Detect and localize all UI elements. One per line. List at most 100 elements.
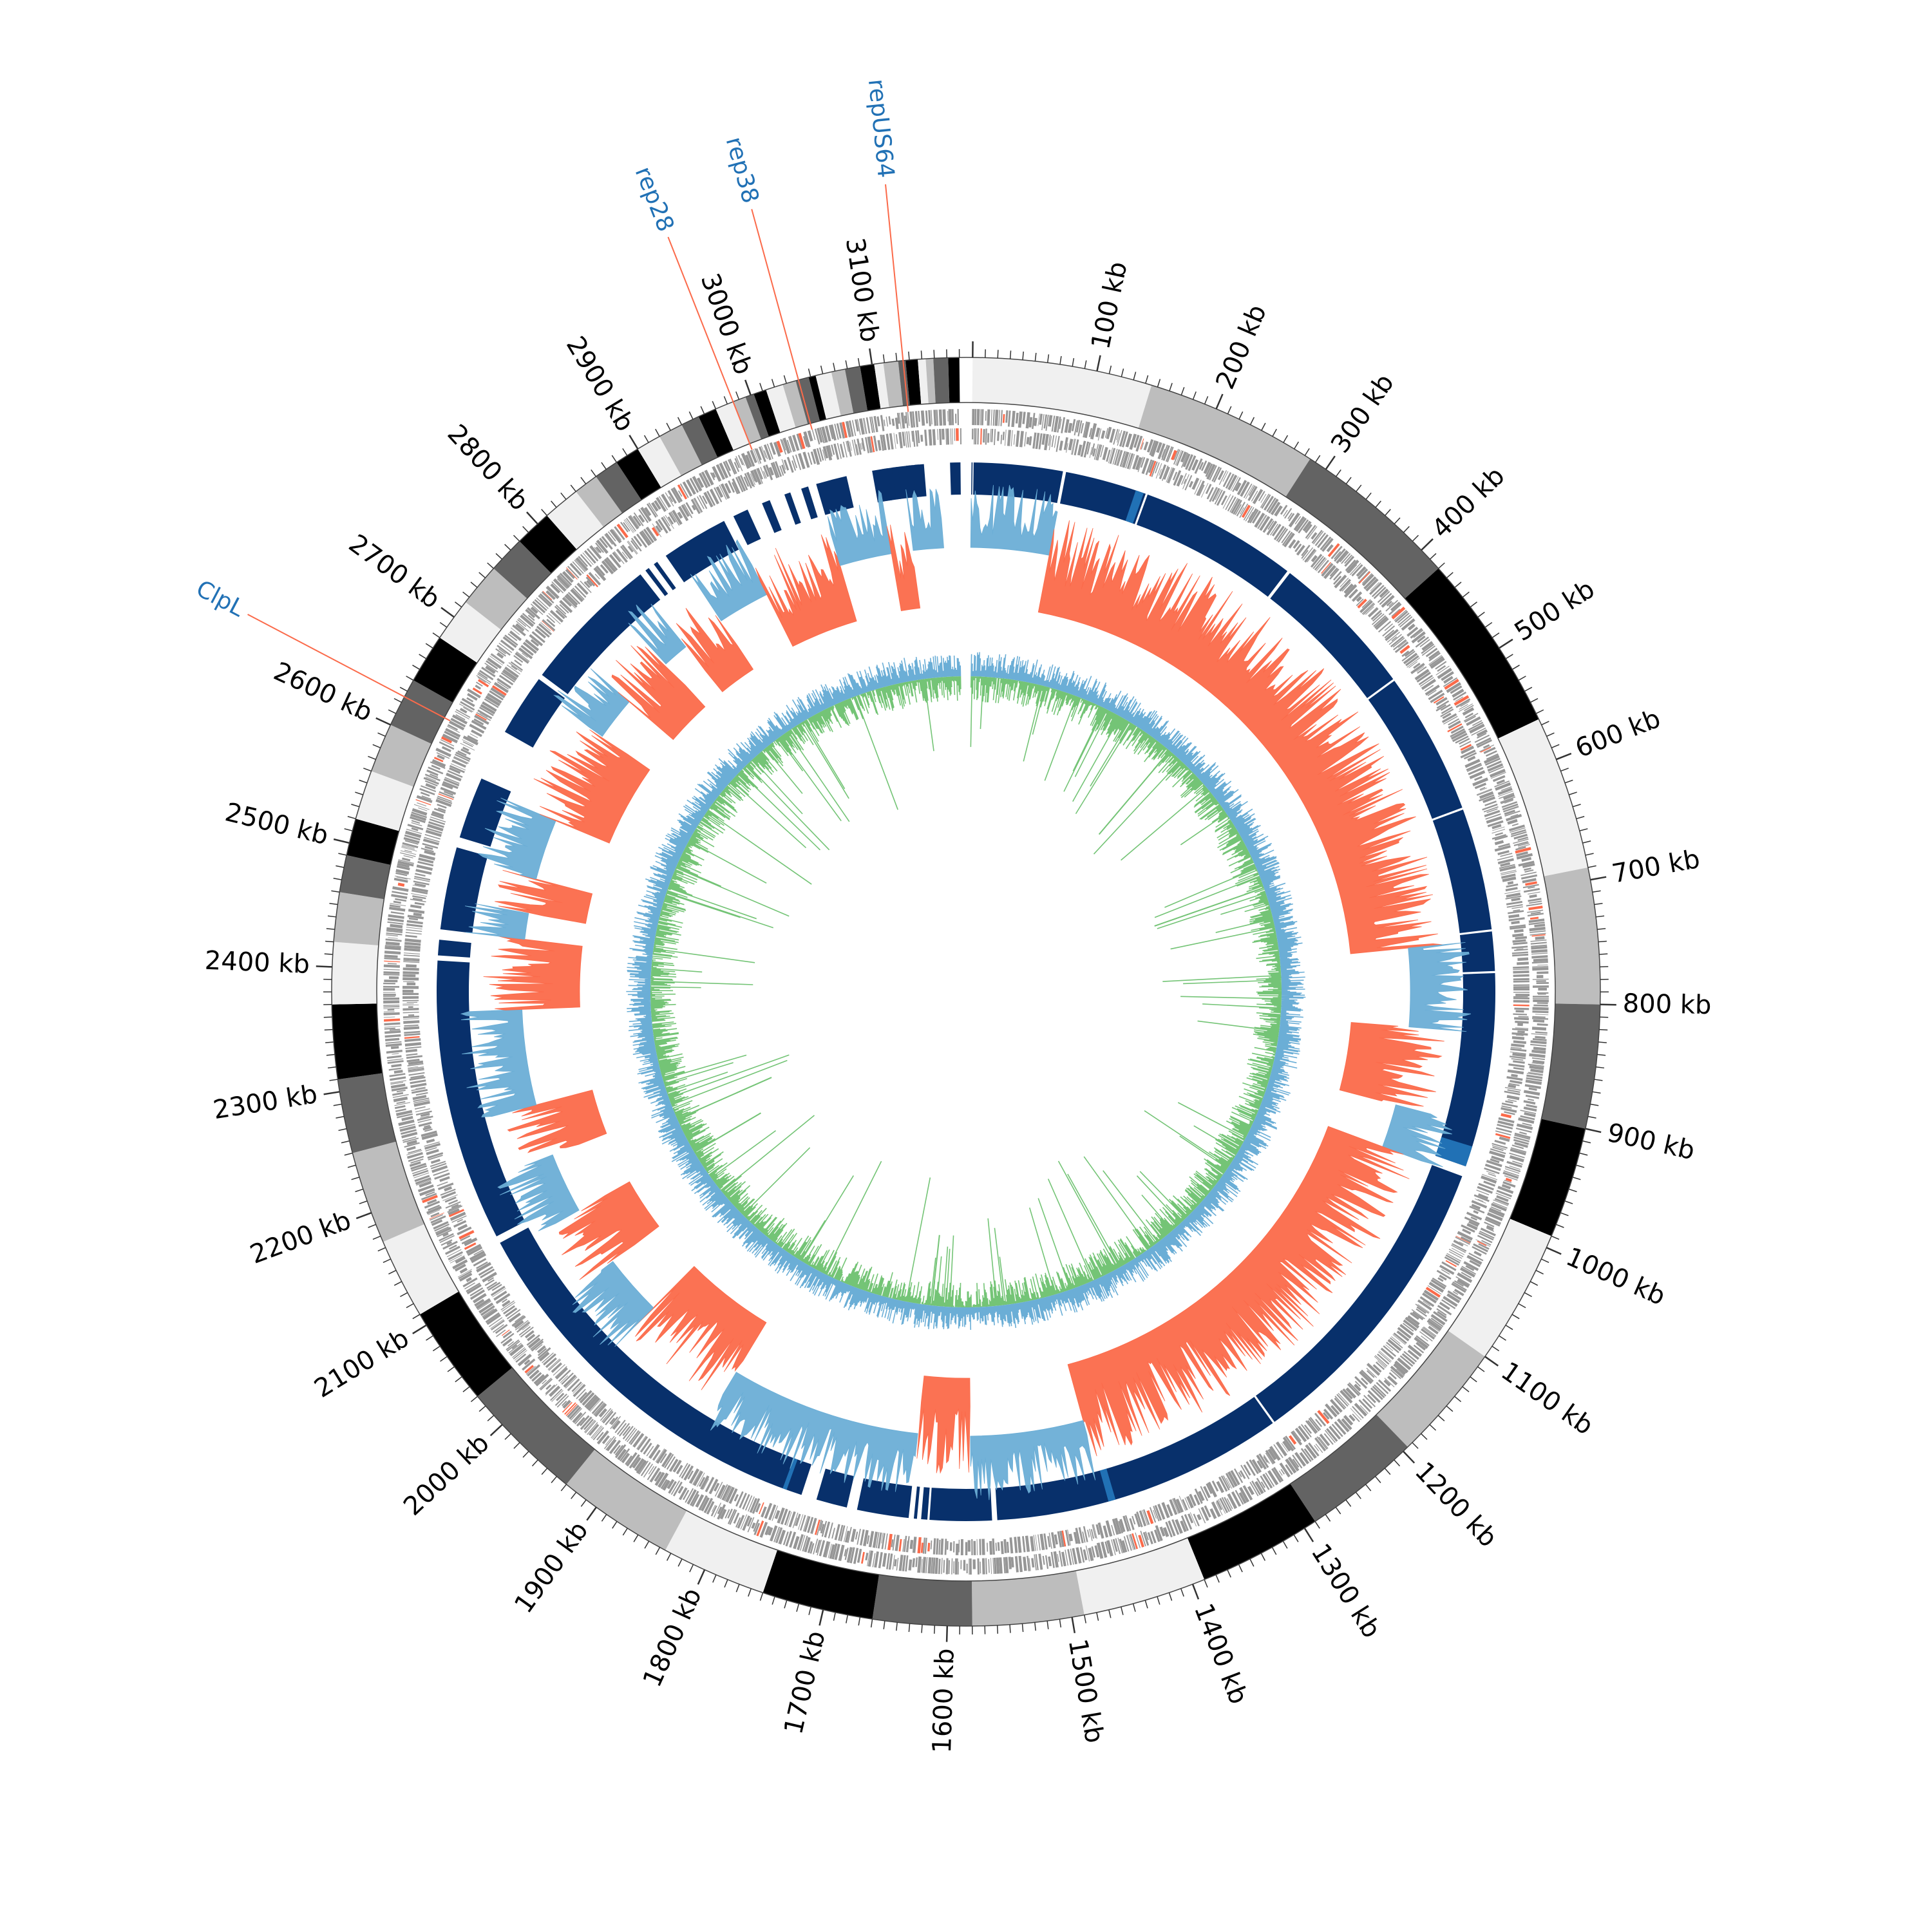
cds-feature: [1209, 487, 1218, 502]
cds-feature: [1462, 707, 1475, 716]
cds-feature: [620, 545, 632, 560]
cds-feature: [1413, 662, 1421, 669]
cds-feature: [844, 1548, 849, 1560]
cds-feature: [417, 1115, 433, 1121]
cds-feature: [1531, 1033, 1548, 1036]
minor-tick: [327, 1066, 337, 1069]
cds-feature: [1415, 1303, 1430, 1314]
cds-feature: [630, 515, 639, 528]
cds-feature: [824, 425, 831, 442]
gc-content-spike: [677, 1077, 772, 1120]
cds-feature: [620, 522, 629, 533]
cds-feature: [1528, 891, 1540, 895]
cds-feature: [1072, 1548, 1077, 1565]
cds-feature: [427, 1152, 444, 1159]
cds-feature: [639, 1438, 651, 1453]
cds-feature: [1219, 1497, 1229, 1513]
cds-feature: [545, 1383, 558, 1396]
cds-feature: [865, 1552, 869, 1561]
cds-feature: [1349, 564, 1358, 574]
cds-feature: [553, 1364, 565, 1376]
minor-tick: [399, 687, 408, 692]
gc-skew-negative: [478, 797, 556, 880]
minor-tick: [1121, 1606, 1124, 1615]
cds-feature: [412, 1095, 427, 1101]
contig-band: [355, 771, 414, 831]
cds-feature: [1490, 768, 1506, 778]
cds-feature: [1478, 1243, 1490, 1250]
minor-tick: [700, 406, 705, 415]
contig-band: [390, 680, 453, 744]
cds-feature: [1000, 410, 1003, 426]
cds-feature: [1112, 1539, 1118, 1552]
cds-feature: [690, 1490, 699, 1506]
cds-feature: [866, 1535, 870, 1544]
cds-feature: [522, 652, 528, 658]
cds-feature: [530, 639, 540, 647]
cds-feature: [1513, 1040, 1526, 1045]
cds-feature: [1028, 436, 1032, 446]
tick-label: 2100 kb: [309, 1323, 414, 1404]
cds-feature: [395, 898, 407, 902]
cds-feature: [1101, 1541, 1108, 1558]
cds-feature: [1211, 1501, 1221, 1517]
cds-feature: [795, 454, 802, 470]
minor-tick: [689, 1564, 694, 1573]
cds-feature: [1065, 1549, 1069, 1566]
cds-feature: [1153, 1529, 1160, 1542]
cds-feature: [402, 1136, 417, 1141]
cds-feature: [386, 927, 403, 932]
cds-feature: [1414, 668, 1430, 681]
cds-feature: [1531, 955, 1548, 959]
cds-feature: [944, 1539, 947, 1555]
cds-feature: [1447, 1290, 1462, 1301]
cds-feature: [1466, 716, 1481, 726]
cds-feature: [413, 1097, 430, 1103]
cds-feature: [536, 1345, 546, 1354]
cds-feature: [1421, 678, 1437, 690]
cds-feature: [384, 1026, 401, 1028]
cds-feature: [1334, 574, 1347, 589]
cds-feature: [1191, 477, 1200, 490]
cds-feature: [474, 714, 489, 725]
cds-feature: [475, 1298, 491, 1310]
minor-tick: [412, 665, 421, 670]
cds-feature: [1528, 886, 1535, 889]
cds-feature: [1157, 1504, 1166, 1520]
minor-tick: [487, 1415, 495, 1422]
cds-feature: [1441, 671, 1454, 681]
contig-band: [477, 1367, 595, 1484]
cds-feature: [945, 428, 947, 445]
contig-band: [331, 942, 379, 1005]
cds-feature: [1514, 1142, 1528, 1148]
cds-feature: [586, 574, 599, 587]
cds-feature: [893, 433, 896, 450]
cds-feature: [548, 612, 561, 625]
cds-feature: [1015, 412, 1019, 424]
cds-feature: [1198, 462, 1204, 470]
minor-tick: [329, 1079, 338, 1081]
cds-feature: [477, 679, 489, 688]
cds-feature: [1520, 871, 1537, 876]
cds-feature: [1326, 1428, 1338, 1442]
minor-tick: [601, 1514, 607, 1522]
cds-feature: [428, 1209, 440, 1215]
cds-feature: [1508, 1099, 1517, 1103]
cds-feature: [1026, 437, 1030, 444]
cds-feature: [990, 1558, 992, 1575]
cds-feature: [1501, 801, 1518, 808]
cds-feature: [587, 1397, 601, 1411]
contig-band: [844, 366, 868, 413]
cds-feature: [1288, 512, 1300, 528]
minor-tick: [478, 572, 486, 578]
cds-feature: [1469, 1260, 1481, 1267]
cds-feature: [414, 1175, 430, 1182]
cds-feature: [1487, 820, 1504, 828]
cds-feature: [1252, 489, 1264, 504]
cds-feature: [1307, 550, 1317, 563]
cds-feature: [857, 439, 862, 455]
cds-feature: [1363, 576, 1377, 590]
cds-feature: [985, 428, 987, 445]
gc-skew-positive: [1339, 1022, 1444, 1107]
cds-feature: [1446, 1253, 1461, 1262]
